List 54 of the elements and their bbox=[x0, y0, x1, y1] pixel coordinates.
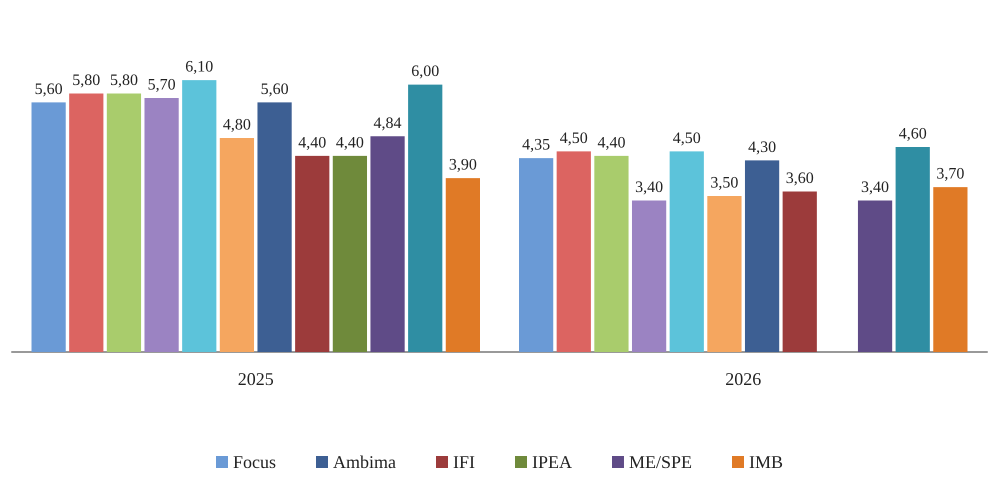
data-label: 4,80 bbox=[222, 116, 251, 134]
data-label: 5,80 bbox=[72, 72, 100, 89]
legend-label: IPEA bbox=[532, 452, 572, 472]
bar bbox=[707, 196, 742, 352]
data-label: 4,60 bbox=[898, 125, 927, 142]
bar bbox=[69, 93, 104, 352]
data-label: 5,60 bbox=[34, 80, 63, 98]
bar bbox=[896, 146, 930, 352]
data-label: 3,50 bbox=[710, 174, 738, 192]
bar bbox=[556, 151, 591, 352]
bar bbox=[446, 178, 480, 352]
legend-label: IFI bbox=[452, 452, 475, 472]
data-label: 4,50 bbox=[672, 130, 701, 147]
legend-label: IMB bbox=[749, 452, 784, 472]
data-label: 5,60 bbox=[260, 80, 289, 98]
data-label: 5,80 bbox=[110, 72, 138, 89]
data-label: 4,35 bbox=[522, 136, 550, 154]
bar bbox=[370, 136, 405, 352]
bar bbox=[295, 156, 330, 352]
x-tick-label: 2025 bbox=[238, 369, 274, 389]
bar bbox=[257, 102, 292, 352]
bar bbox=[144, 98, 179, 352]
data-label: 3,70 bbox=[936, 166, 964, 183]
legend-label: ME/SPE bbox=[628, 452, 692, 472]
bar bbox=[782, 192, 817, 352]
data-label: 4,30 bbox=[748, 138, 776, 156]
bar bbox=[594, 156, 629, 352]
data-label: 4,50 bbox=[560, 130, 588, 147]
bar bbox=[408, 84, 442, 352]
data-label: 3,40 bbox=[635, 178, 664, 196]
bar bbox=[32, 102, 66, 352]
bar bbox=[632, 200, 666, 352]
data-label: 3,60 bbox=[786, 170, 814, 188]
bar bbox=[858, 200, 892, 352]
data-label: 4,40 bbox=[336, 134, 364, 152]
data-label: 4,40 bbox=[597, 134, 626, 152]
data-label: 3,90 bbox=[448, 156, 477, 174]
data-label: 3,40 bbox=[861, 178, 890, 196]
data-label: 4,84 bbox=[374, 114, 402, 132]
bar bbox=[220, 138, 254, 352]
legend-label: Focus bbox=[232, 452, 276, 472]
bar bbox=[106, 93, 142, 352]
bar bbox=[744, 160, 780, 352]
x-tick-label: 2026 bbox=[725, 369, 762, 389]
data-label: 6,00 bbox=[411, 63, 440, 80]
data-label: 6,10 bbox=[185, 58, 214, 76]
bar bbox=[519, 158, 554, 352]
data-label: 5,70 bbox=[148, 76, 176, 94]
bar bbox=[670, 151, 704, 352]
legend-label: Ambima bbox=[332, 452, 396, 472]
bar bbox=[933, 187, 968, 352]
data-label: 4,40 bbox=[298, 134, 326, 152]
bar bbox=[332, 156, 368, 352]
bar bbox=[182, 80, 216, 352]
